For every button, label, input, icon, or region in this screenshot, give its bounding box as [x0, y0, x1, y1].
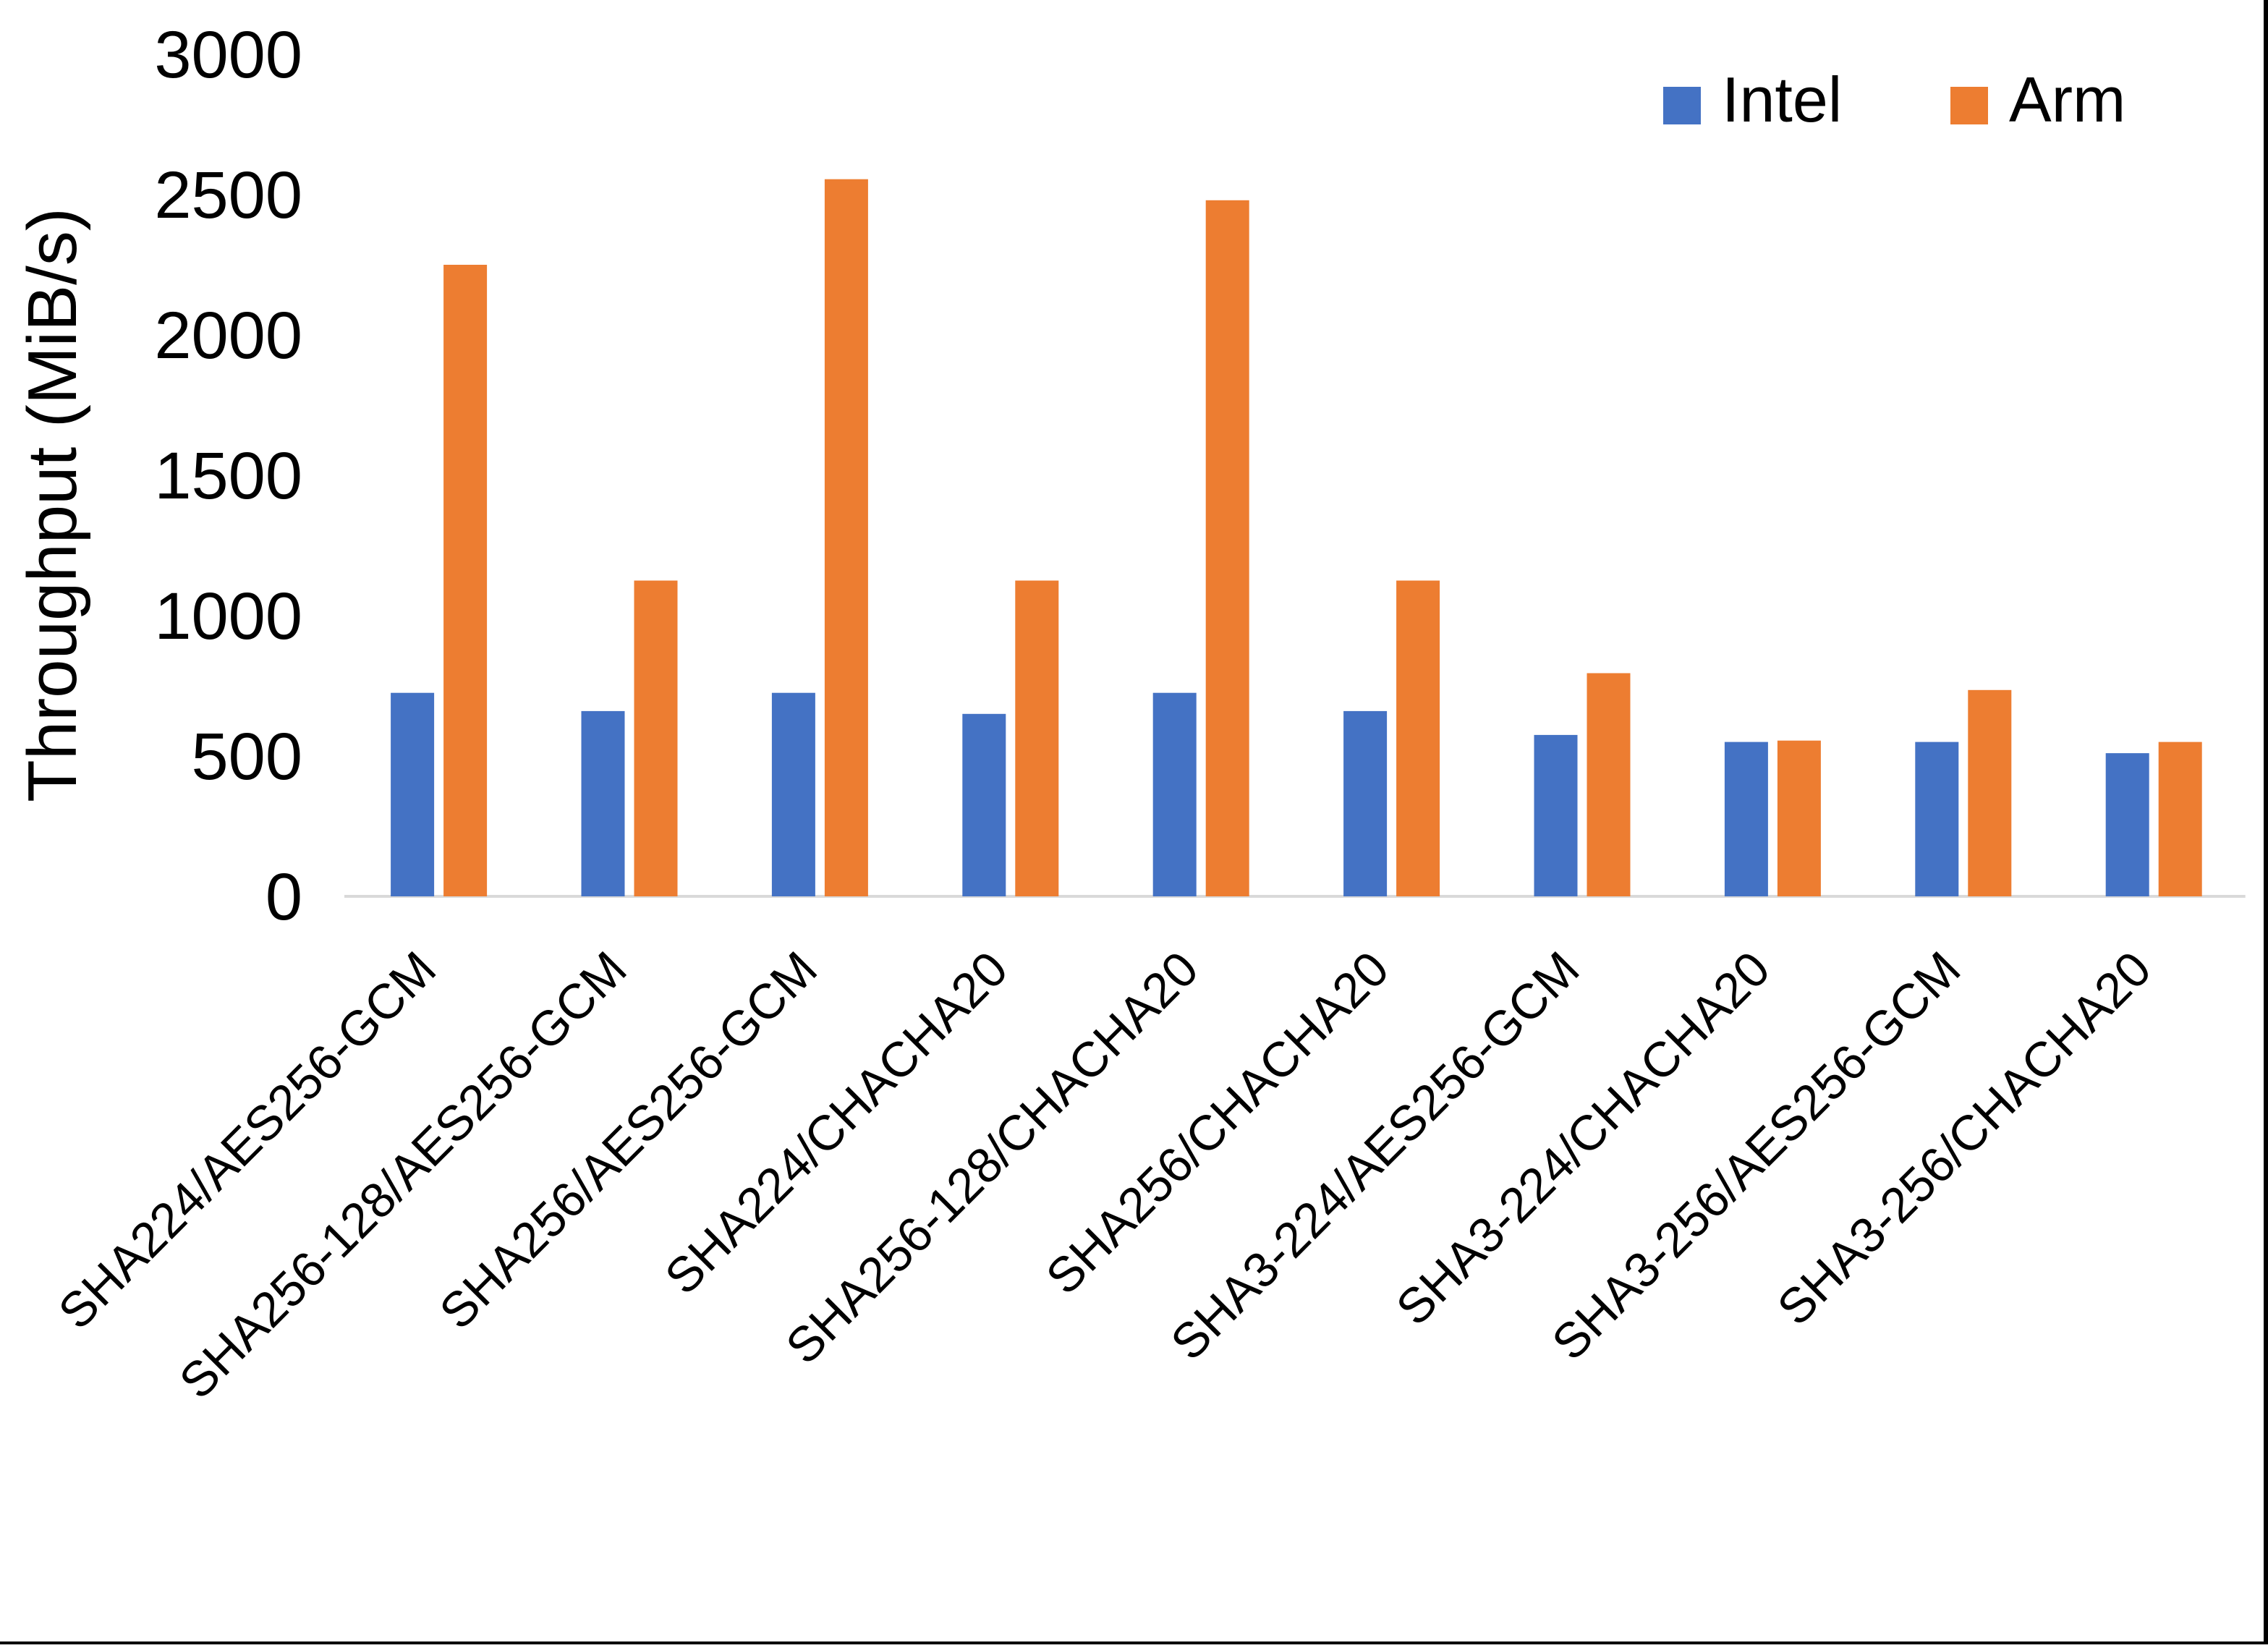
svg-text:Arm: Arm	[2009, 64, 2125, 135]
svg-text:2000: 2000	[154, 299, 302, 373]
svg-text:2500: 2500	[154, 158, 302, 232]
svg-text:Throughput (MiB/s): Throughput (MiB/s)	[14, 208, 91, 802]
svg-text:1000: 1000	[154, 579, 302, 653]
svg-text:3000: 3000	[154, 18, 302, 92]
svg-text:0: 0	[266, 860, 302, 934]
svg-text:1500: 1500	[154, 439, 302, 513]
svg-text:Intel: Intel	[1722, 64, 1842, 135]
svg-text:500: 500	[192, 720, 303, 794]
